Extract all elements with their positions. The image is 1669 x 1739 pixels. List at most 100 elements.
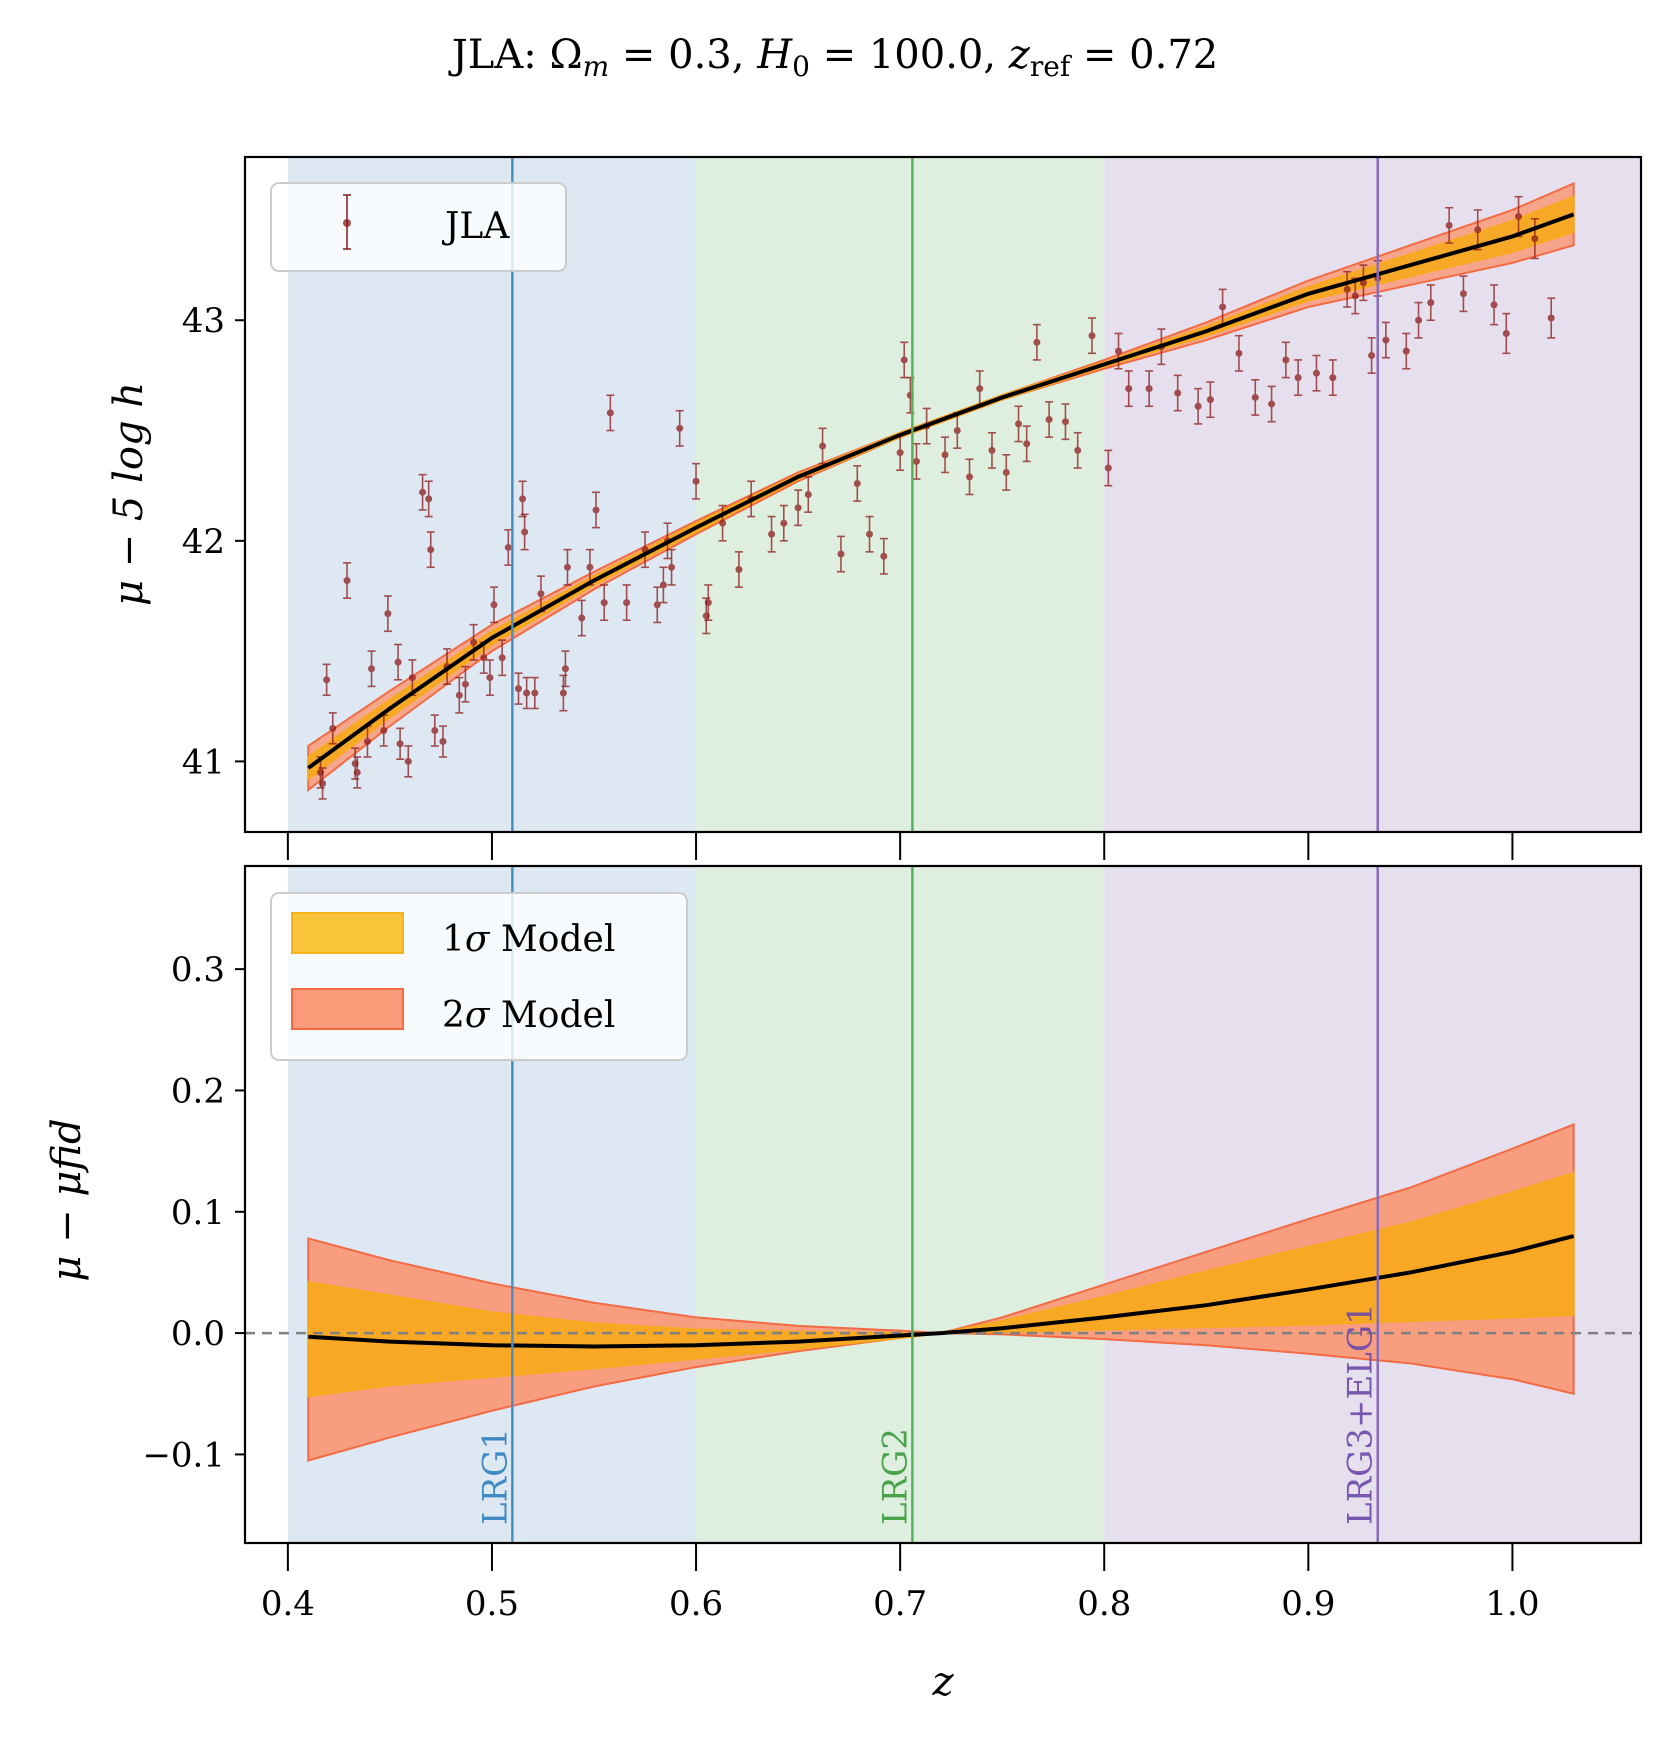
marker [498,654,506,662]
marker [578,614,586,622]
jla-data-point [1002,453,1011,491]
jla-data-point [1032,323,1041,361]
top-y-axis-label: μ − 5 log h [106,382,152,606]
marker [1368,352,1376,360]
jla-data-point [667,548,676,586]
jla-data-point [1328,359,1337,397]
bottom-ytick-label: 0.0 [171,1314,225,1354]
marker [1402,347,1410,355]
jla-data-point [1294,359,1303,397]
marker [531,689,539,697]
jla-data-point [1104,449,1113,487]
jla-data-point [987,431,996,469]
marker [408,674,416,682]
marker [343,577,351,585]
marker [455,691,463,699]
marker [719,519,727,527]
jla-data-point [426,531,435,569]
top-ytick-label: 42 [182,522,225,562]
marker [1251,393,1259,401]
jla-data-point [498,639,507,677]
jla-data-point [734,551,743,588]
jla-data-point [1267,385,1276,423]
jla-data-point [606,394,615,432]
marker [1502,329,1510,337]
jla-data-point [879,537,888,575]
jla-data-point [1367,337,1376,374]
jla-data-point [455,676,464,714]
marker [1547,314,1555,322]
jla-data-point [438,725,447,758]
jla-data-point [692,462,701,500]
marker [1023,440,1031,448]
tracer-label-lrg2: LRG2 [875,1428,915,1525]
jla-data-point [514,672,523,705]
marker [439,738,447,746]
marker [523,689,531,697]
jla-data-point [1234,334,1243,372]
marker [384,610,392,618]
marker [480,654,488,662]
jla-data-point [504,528,513,566]
jla-data-point [577,599,586,637]
marker [537,590,545,598]
jla-data-point [383,595,392,633]
legend-1sigma-label: 1σ Model [442,919,615,960]
jla-data-point [818,427,827,465]
bottom-ytick-label: −0.1 [142,1435,225,1475]
jla-data-point [853,465,862,502]
jla-data-point [1087,317,1096,355]
marker [431,727,439,735]
jla-data-point [1514,195,1523,238]
marker [1125,385,1133,393]
marker [735,566,743,573]
marker [353,768,361,776]
bottom-xtick-label: 0.4 [261,1584,315,1624]
bottom-mean-curve [308,1234,1575,1349]
marker [1268,400,1276,408]
marker [1329,374,1337,382]
bottom-legend: 1σ Model 2σ Model [270,892,688,1061]
jla-data-point [1124,370,1133,408]
marker [941,451,949,459]
jla-data-point [379,714,388,747]
jla-data-point [1445,206,1454,244]
jla-data-point [675,409,684,447]
marker [953,427,961,435]
marker [419,488,427,496]
marker [1115,347,1123,355]
jla-data-point [912,442,921,480]
marker [659,581,667,589]
jla-data-point [896,434,905,472]
marker [804,491,812,498]
marker [1088,332,1096,340]
marker [866,530,874,538]
bottom-xtick-label: 0.8 [1077,1584,1131,1624]
marker [329,724,337,732]
top-legend-box [270,182,567,272]
marker [363,738,371,746]
jla-data-point [941,436,950,474]
marker [900,356,908,364]
jla-data-point [659,566,668,604]
marker [1104,464,1112,472]
marker [1515,213,1523,221]
marker [692,477,700,485]
tracer-label-lrg3-elg1: LRG3+ELG1 [1341,1303,1381,1525]
jla-data-point [522,676,531,710]
marker [1312,369,1320,377]
marker [521,528,529,536]
jla-data-point [1014,405,1023,443]
marker [380,727,388,735]
top-axes-frame [243,155,1643,834]
marker [1145,385,1153,393]
marker [592,506,600,514]
marker [427,546,435,554]
bottom-panel: LRG1 LRG2 LRG3+ELG1 −0.1 0.0 0.1 0.2 0.3 0.4 0.… [44,864,1643,1705]
marker [912,457,920,465]
bottom-xtick-label: 0.6 [669,1584,723,1624]
jla-data-point [424,480,433,518]
marker [600,599,608,607]
marker [976,385,984,393]
jla-data-point [520,513,529,551]
